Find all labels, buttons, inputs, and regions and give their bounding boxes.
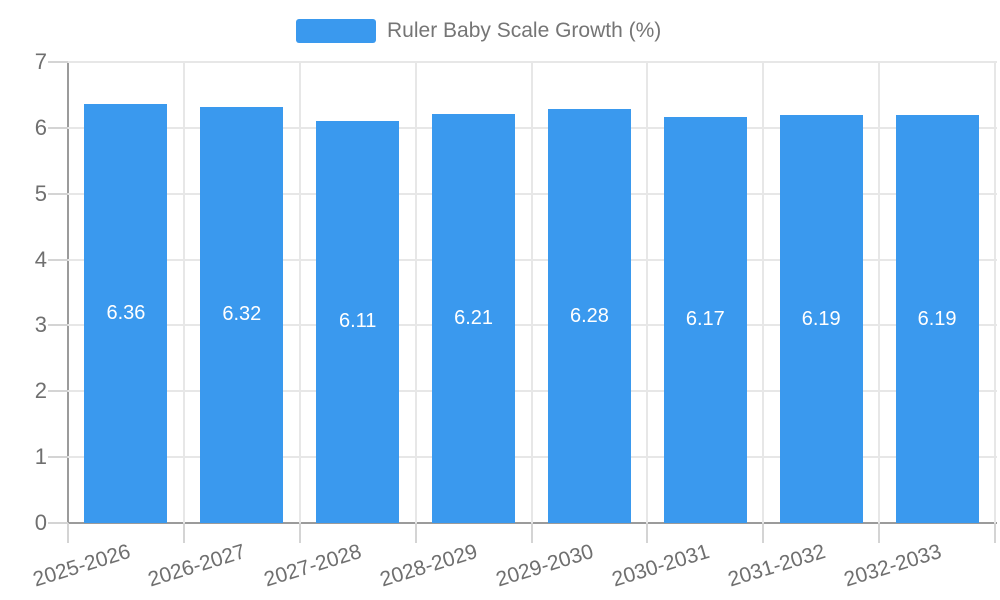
x-gridline xyxy=(530,62,533,523)
y-axis-label: 4 xyxy=(34,246,47,272)
bar-value-label: 6.11 xyxy=(338,310,377,333)
y-axis-tick xyxy=(48,390,68,393)
bar[interactable]: 6.19 xyxy=(779,115,863,523)
x-axis-label: 2032-2033 xyxy=(841,540,944,592)
x-axis-tick xyxy=(298,523,301,543)
x-gridline xyxy=(994,62,996,523)
x-axis-label: 2031-2032 xyxy=(725,540,828,592)
x-axis-label: 2025-2026 xyxy=(29,540,133,592)
legend-label: Ruler Baby Scale Growth (%) xyxy=(387,19,662,42)
x-axis-tick xyxy=(878,523,881,543)
y-gridline xyxy=(68,258,997,261)
bar[interactable]: 6.36 xyxy=(84,104,168,523)
y-axis-label: 0 xyxy=(34,510,47,535)
y-axis-tick xyxy=(48,456,68,459)
y-axis-label: 1 xyxy=(34,444,47,470)
y-gridline xyxy=(68,390,997,393)
y-gridline xyxy=(68,61,997,63)
y-gridline xyxy=(68,126,997,129)
x-gridline xyxy=(646,62,649,523)
y-gridline xyxy=(68,192,997,195)
y-axis-line xyxy=(67,62,69,524)
x-axis-tick xyxy=(67,523,69,543)
bar-value-label: 6.19 xyxy=(917,307,957,330)
x-axis-tick xyxy=(994,523,996,543)
x-gridline xyxy=(182,62,185,523)
y-axis-label: 6 xyxy=(34,114,47,140)
x-axis-tick xyxy=(646,523,649,543)
y-axis-label: 3 xyxy=(34,312,47,338)
x-gridline xyxy=(298,62,301,523)
x-gridline xyxy=(878,62,881,523)
x-axis-label: 2027-2028 xyxy=(261,540,365,592)
x-axis-tick xyxy=(182,523,185,543)
y-axis-tick xyxy=(48,258,68,261)
y-axis-tick xyxy=(48,192,68,195)
x-axis-tick xyxy=(414,523,417,543)
x-gridline xyxy=(762,62,765,523)
y-axis-label: 7 xyxy=(34,49,47,74)
bar[interactable]: 6.17 xyxy=(663,116,747,523)
bar-value-label: 6.19 xyxy=(801,307,841,330)
y-axis-tick xyxy=(48,522,68,524)
y-axis-tick xyxy=(48,126,68,129)
y-gridline xyxy=(68,324,997,327)
x-axis-tick xyxy=(762,523,765,543)
bar[interactable]: 6.19 xyxy=(895,115,979,523)
bar-value-label: 6.32 xyxy=(222,303,262,326)
legend[interactable]: Ruler Baby Scale Growth (%) xyxy=(296,19,661,43)
x-axis-label: 2029-2030 xyxy=(493,540,597,592)
y-axis-tick xyxy=(48,61,68,63)
x-gridline xyxy=(414,62,417,523)
y-gridline xyxy=(68,456,997,459)
bar[interactable]: 6.32 xyxy=(200,106,284,523)
bar[interactable]: 6.28 xyxy=(547,109,631,523)
y-axis-label: 2 xyxy=(34,378,47,404)
x-axis-label: 2026-2027 xyxy=(145,540,249,592)
bar[interactable]: 6.21 xyxy=(432,114,516,523)
legend-swatch-icon xyxy=(296,19,376,43)
bar-value-label: 6.36 xyxy=(106,302,146,325)
x-axis-label: 2028-2029 xyxy=(377,540,481,592)
bar-value-label: 6.28 xyxy=(569,304,609,327)
y-axis-label: 5 xyxy=(34,180,47,206)
bar-value-label: 6.17 xyxy=(685,308,725,331)
bar-value-label: 6.21 xyxy=(454,307,494,329)
y-axis-tick xyxy=(48,324,68,327)
x-axis-tick xyxy=(530,523,533,543)
bar[interactable]: 6.11 xyxy=(316,120,400,523)
x-axis-label: 2030-2031 xyxy=(609,540,713,592)
